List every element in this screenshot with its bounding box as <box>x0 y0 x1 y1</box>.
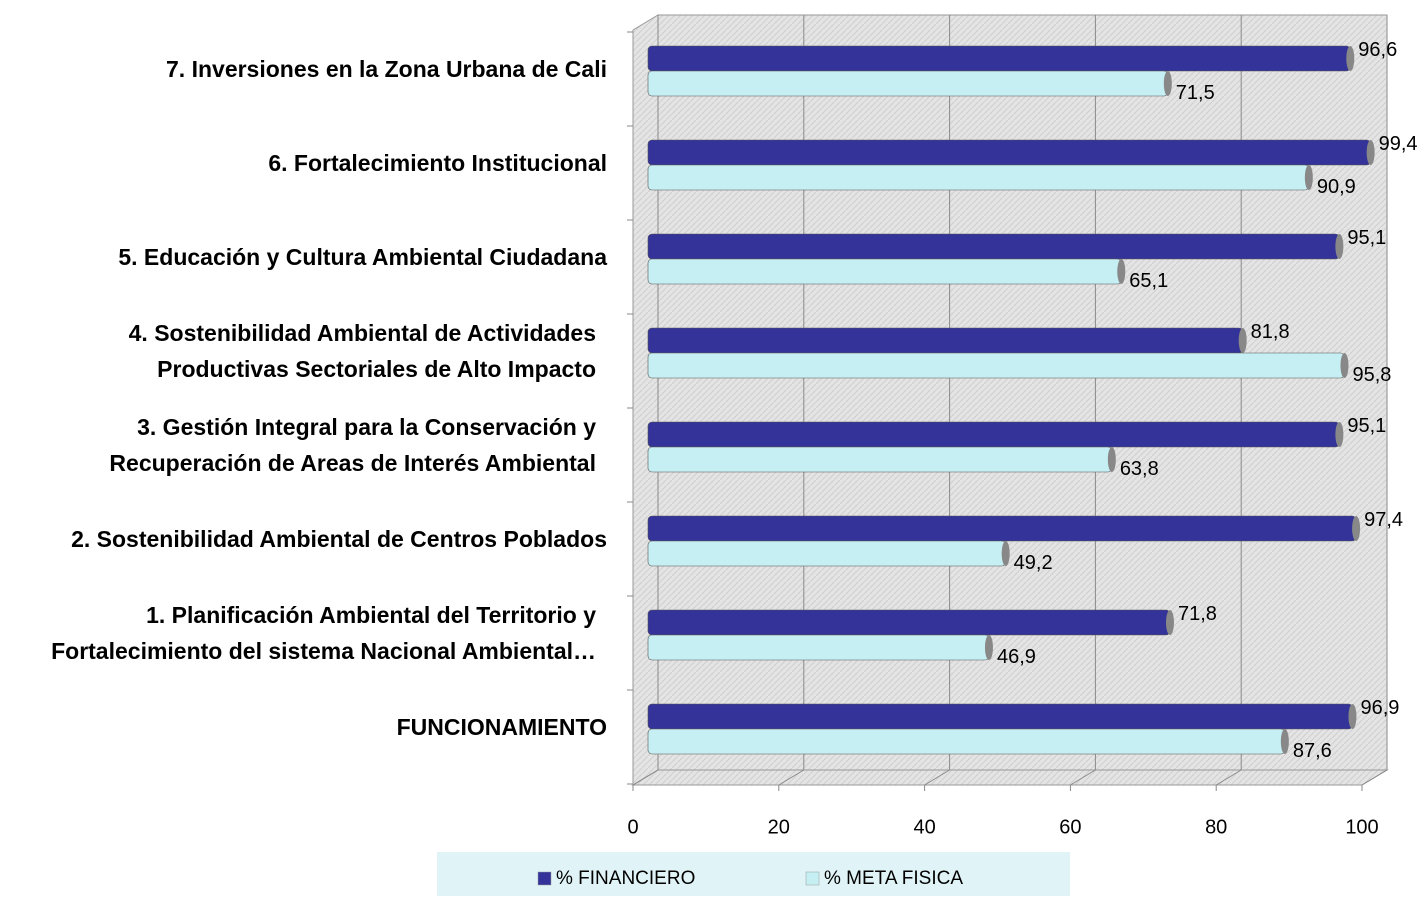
bar-group <box>647 609 1174 636</box>
bar-cap <box>1280 729 1289 754</box>
value-label: 71,5 <box>1176 82 1215 104</box>
x-tick-label: 60 <box>1059 816 1081 838</box>
grid-line <box>632 769 659 786</box>
bar <box>647 139 1371 166</box>
grid-line <box>1070 769 1096 786</box>
grid-line <box>778 769 805 786</box>
label-line: 1. Planificación Ambiental del Territori… <box>146 602 596 628</box>
y-tick-label: 6. Fortalecimiento Institucional <box>268 150 607 176</box>
bar-cap <box>1335 234 1344 259</box>
legend-swatch <box>537 871 552 886</box>
y-tick-label: 2. Sostenibilidad Ambiental de Centros P… <box>71 526 607 552</box>
y-tick-label: 7. Inversiones en la Zona Urbana de Cali <box>166 56 607 82</box>
bar-cap <box>1352 516 1361 541</box>
bar-group <box>647 258 1126 285</box>
bar-group <box>647 446 1116 473</box>
bar-cap <box>1165 610 1174 635</box>
bar <box>647 728 1286 755</box>
value-label: 95,1 <box>1347 227 1386 249</box>
x-tick-label: 40 <box>913 816 935 838</box>
value-label: 96,9 <box>1360 697 1399 719</box>
bar-group <box>647 139 1375 166</box>
y-tick-label: 4. Sostenibilidad Ambiental de Actividad… <box>129 320 596 382</box>
bar-group <box>647 515 1361 542</box>
legend <box>437 852 1070 896</box>
bar-cap <box>1335 422 1344 447</box>
bar-cap <box>1366 140 1375 165</box>
label-line: Productivas Sectoriales de Alto Impacto <box>157 356 596 382</box>
value-label: 71,8 <box>1178 603 1217 625</box>
value-label: 87,6 <box>1293 740 1332 762</box>
bar-group <box>647 540 1010 567</box>
bar <box>647 327 1243 354</box>
bar <box>647 609 1171 636</box>
bar <box>647 703 1353 730</box>
bar <box>647 45 1351 72</box>
value-label: 97,4 <box>1364 509 1403 531</box>
bar-group <box>647 45 1355 72</box>
value-label: 46,9 <box>997 646 1036 668</box>
bar <box>647 634 990 661</box>
label-line: Fortalecimiento del sistema Nacional Amb… <box>51 638 596 664</box>
bar-group <box>647 728 1289 755</box>
legend-label: % META FISICA <box>824 868 963 889</box>
bar-group <box>647 421 1344 448</box>
value-label: 49,2 <box>1014 552 1053 574</box>
bar <box>647 352 1345 379</box>
value-label: 81,8 <box>1251 321 1290 343</box>
bar-cap <box>1163 71 1172 96</box>
value-label: 99,4 <box>1379 133 1418 155</box>
bar-group <box>647 233 1344 260</box>
bar <box>647 258 1122 285</box>
value-label: 90,9 <box>1317 176 1356 198</box>
bar-cap <box>1117 259 1126 284</box>
label-line: 3. Gestión Integral para la Conservación… <box>137 414 596 440</box>
bar <box>647 540 1006 567</box>
bar-cap <box>1340 353 1349 378</box>
legend-label: % FINANCIERO <box>556 868 695 889</box>
value-label: 95,8 <box>1352 364 1391 386</box>
bar-cap <box>1238 328 1247 353</box>
value-label: 65,1 <box>1129 270 1168 292</box>
bar <box>647 70 1169 97</box>
x-tick-label: 0 <box>627 816 638 838</box>
bar-group <box>647 70 1172 97</box>
label-line: 4. Sostenibilidad Ambiental de Actividad… <box>129 320 596 346</box>
grid-line <box>1361 769 1388 786</box>
value-label: 96,6 <box>1358 39 1397 61</box>
x-tick-label: 20 <box>768 816 790 838</box>
value-label: 95,1 <box>1347 415 1386 437</box>
y-tick-label: 1. Planificación Ambiental del Territori… <box>51 602 596 664</box>
bar-cap <box>1348 704 1357 729</box>
bar-cap <box>1107 447 1116 472</box>
y-tick-label: 5. Educación y Cultura Ambiental Ciudada… <box>118 244 607 270</box>
x-tick-label: 100 <box>1345 816 1378 838</box>
grid-line <box>1215 769 1242 786</box>
bar <box>647 164 1310 191</box>
value-label: 63,8 <box>1120 458 1159 480</box>
bar-cap <box>1304 165 1313 190</box>
bar-group <box>647 164 1313 191</box>
bar-cap <box>1001 541 1010 566</box>
side-wall <box>632 14 659 786</box>
label-line: Recuperación de Areas de Interés Ambient… <box>109 450 596 476</box>
bar-cap <box>984 635 993 660</box>
bar <box>647 446 1113 473</box>
bar-group <box>647 327 1247 354</box>
bar <box>647 515 1357 542</box>
bar <box>647 421 1340 448</box>
bar <box>647 233 1340 260</box>
y-tick-label: 3. Gestión Integral para la Conservación… <box>109 414 596 476</box>
bar-cap <box>1346 46 1355 71</box>
bar-group <box>647 352 1349 379</box>
bar-group <box>647 634 993 661</box>
legend-swatch <box>805 871 820 886</box>
y-tick-label: FUNCIONAMIENTO <box>397 714 607 740</box>
grid-line <box>924 769 950 786</box>
x-tick-label: 80 <box>1205 816 1227 838</box>
bar-group <box>647 703 1357 730</box>
floor <box>631 769 1389 786</box>
